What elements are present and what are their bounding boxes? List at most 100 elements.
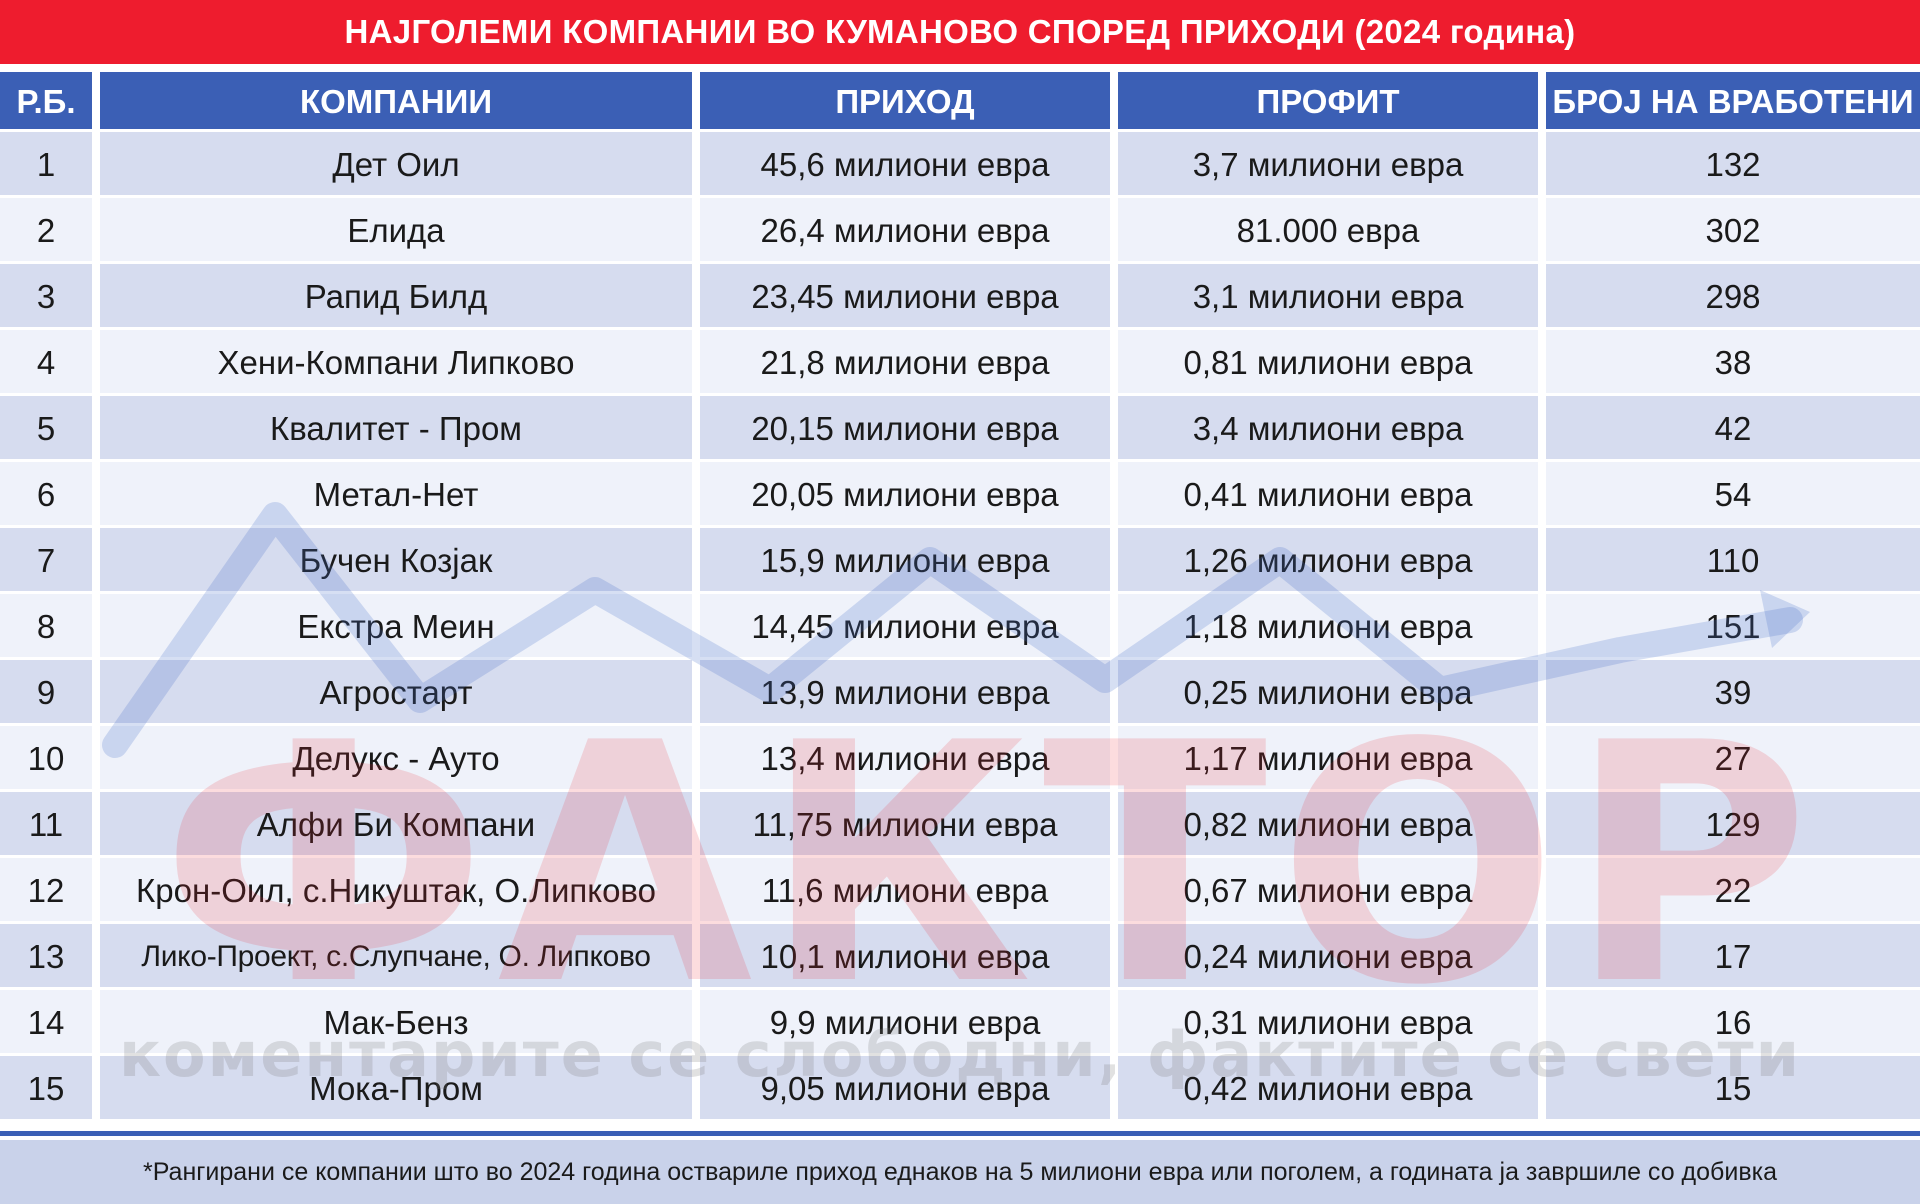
cell-company: Екстра Меин xyxy=(100,594,692,660)
table-row: 15 Мока-Пром 9,05 милиони евра 0,42 милиони… xyxy=(0,1056,1920,1122)
cell-company: Бучен Козјак xyxy=(100,528,692,594)
cell-revenue: 26,4 милиони евра xyxy=(700,198,1110,264)
cell-revenue: 11,6 милиони евра xyxy=(700,858,1110,924)
header-employees: БРОЈ НА ВРАБОТЕНИ xyxy=(1546,72,1920,132)
table-row: 8 Екстра Меин 14,45 милиони евра 1,18 милио… xyxy=(0,594,1920,660)
table-row: 9 Агростарт 13,9 милиони евра 0,25 милиони … xyxy=(0,660,1920,726)
cell-revenue: 45,6 милиони евра xyxy=(700,132,1110,198)
cell-profit: 0,25 милиони евра xyxy=(1118,660,1538,726)
cell-rank: 8 xyxy=(0,594,92,660)
cell-rank: 9 xyxy=(0,660,92,726)
table-row: 10 Делукс - Ауто 13,4 милиони евра 1,17 мил… xyxy=(0,726,1920,792)
table-row: 11 Алфи Би Компани 11,75 милиони евра 0,82 … xyxy=(0,792,1920,858)
table-row: 14 Мак-Бенз 9,9 милиони евра 0,31 милиони е… xyxy=(0,990,1920,1056)
cell-profit: 0,41 милиони евра xyxy=(1118,462,1538,528)
cell-revenue: 13,9 милиони евра xyxy=(700,660,1110,726)
cell-profit: 0,42 милиони евра xyxy=(1118,1056,1538,1122)
table-row: 6 Метал-Нет 20,05 милиони евра 0,41 милиони… xyxy=(0,462,1920,528)
table-row: 4 Хени-Компани Липково 21,8 милиони евра 0,… xyxy=(0,330,1920,396)
cell-employees: 16 xyxy=(1546,990,1920,1056)
cell-company: Крон-Оил, с.Никуштак, О.Липково xyxy=(100,858,692,924)
cell-profit: 0,24 милиони евра xyxy=(1118,924,1538,990)
cell-profit: 3,4 милиони евра xyxy=(1118,396,1538,462)
page-title: НАЈГОЛЕМИ КОМПАНИИ ВО КУМАНОВО СПОРЕД ПР… xyxy=(0,0,1920,64)
cell-rank: 5 xyxy=(0,396,92,462)
footer-divider xyxy=(0,1131,1920,1136)
table-header-row: Р.Б. КОМПАНИИ ПРИХОД ПРОФИТ БРОЈ НА ВРАБ… xyxy=(0,72,1920,132)
cell-profit: 0,82 милиони евра xyxy=(1118,792,1538,858)
cell-profit: 1,26 милиони евра xyxy=(1118,528,1538,594)
cell-profit: 3,7 милиони евра xyxy=(1118,132,1538,198)
table-row: 2 Елида 26,4 милиони евра 81.000 евра 302 xyxy=(0,198,1920,264)
cell-company: Лико-Проект, с.Слупчане, О. Липково xyxy=(100,924,692,990)
cell-profit: 1,17 милиони евра xyxy=(1118,726,1538,792)
table-row: 3 Рапид Билд 23,45 милиони евра 3,1 милиони… xyxy=(0,264,1920,330)
cell-rank: 14 xyxy=(0,990,92,1056)
cell-company: Мока-Пром xyxy=(100,1056,692,1122)
cell-rank: 4 xyxy=(0,330,92,396)
cell-rank: 10 xyxy=(0,726,92,792)
cell-employees: 302 xyxy=(1546,198,1920,264)
header-revenue: ПРИХОД xyxy=(700,72,1110,132)
cell-revenue: 20,15 милиони евра xyxy=(700,396,1110,462)
cell-rank: 12 xyxy=(0,858,92,924)
cell-employees: 54 xyxy=(1546,462,1920,528)
cell-revenue: 9,05 милиони евра xyxy=(700,1056,1110,1122)
cell-profit: 81.000 евра xyxy=(1118,198,1538,264)
cell-company: Метал-Нет xyxy=(100,462,692,528)
cell-profit: 1,18 милиони евра xyxy=(1118,594,1538,660)
cell-rank: 15 xyxy=(0,1056,92,1122)
cell-revenue: 21,8 милиони евра xyxy=(700,330,1110,396)
cell-employees: 22 xyxy=(1546,858,1920,924)
cell-company: Рапид Билд xyxy=(100,264,692,330)
cell-company: Дет Оил xyxy=(100,132,692,198)
cell-revenue: 15,9 милиони евра xyxy=(700,528,1110,594)
cell-profit: 3,1 милиони евра xyxy=(1118,264,1538,330)
cell-rank: 7 xyxy=(0,528,92,594)
cell-employees: 129 xyxy=(1546,792,1920,858)
cell-employees: 151 xyxy=(1546,594,1920,660)
table-row: 1 Дет Оил 45,6 милиони евра 3,7 милиони евр… xyxy=(0,132,1920,198)
cell-rank: 1 xyxy=(0,132,92,198)
cell-profit: 0,67 милиони евра xyxy=(1118,858,1538,924)
cell-rank: 3 xyxy=(0,264,92,330)
table-row: 5 Квалитет - Пром 20,15 милиони евра 3,4 ми… xyxy=(0,396,1920,462)
cell-revenue: 14,45 милиони евра xyxy=(700,594,1110,660)
cell-employees: 15 xyxy=(1546,1056,1920,1122)
cell-employees: 42 xyxy=(1546,396,1920,462)
cell-rank: 2 xyxy=(0,198,92,264)
cell-profit: 0,31 милиони евра xyxy=(1118,990,1538,1056)
table-row: 13 Лико-Проект, с.Слупчане, О. Липково 10,… xyxy=(0,924,1920,990)
cell-company: Алфи Би Компани xyxy=(100,792,692,858)
cell-company: Мак-Бенз xyxy=(100,990,692,1056)
cell-employees: 110 xyxy=(1546,528,1920,594)
cell-employees: 27 xyxy=(1546,726,1920,792)
cell-revenue: 10,1 милиони евра xyxy=(700,924,1110,990)
companies-table: Р.Б. КОМПАНИИ ПРИХОД ПРОФИТ БРОЈ НА ВРАБ… xyxy=(0,72,1920,1122)
cell-employees: 132 xyxy=(1546,132,1920,198)
cell-revenue: 9,9 милиони евра xyxy=(700,990,1110,1056)
cell-company: Елида xyxy=(100,198,692,264)
header-profit: ПРОФИТ xyxy=(1118,72,1538,132)
cell-revenue: 23,45 милиони евра xyxy=(700,264,1110,330)
cell-revenue: 20,05 милиони евра xyxy=(700,462,1110,528)
cell-employees: 39 xyxy=(1546,660,1920,726)
cell-rank: 11 xyxy=(0,792,92,858)
footnote: *Рангирани се компании што во 2024 годин… xyxy=(0,1140,1920,1204)
cell-company: Квалитет - Пром xyxy=(100,396,692,462)
cell-employees: 298 xyxy=(1546,264,1920,330)
table-row: 7 Бучен Козјак 15,9 милиони евра 1,26 милио… xyxy=(0,528,1920,594)
header-rank: Р.Б. xyxy=(0,72,92,132)
cell-company: Делукс - Ауто xyxy=(100,726,692,792)
cell-revenue: 11,75 милиони евра xyxy=(700,792,1110,858)
table-row: 12 Крон-Оил, с.Никуштак, О.Липково 11,6 ми… xyxy=(0,858,1920,924)
cell-rank: 13 xyxy=(0,924,92,990)
cell-company: Агростарт xyxy=(100,660,692,726)
cell-company: Хени-Компани Липково xyxy=(100,330,692,396)
cell-rank: 6 xyxy=(0,462,92,528)
cell-employees: 17 xyxy=(1546,924,1920,990)
header-company: КОМПАНИИ xyxy=(100,72,692,132)
cell-revenue: 13,4 милиони евра xyxy=(700,726,1110,792)
cell-employees: 38 xyxy=(1546,330,1920,396)
cell-profit: 0,81 милиони евра xyxy=(1118,330,1538,396)
